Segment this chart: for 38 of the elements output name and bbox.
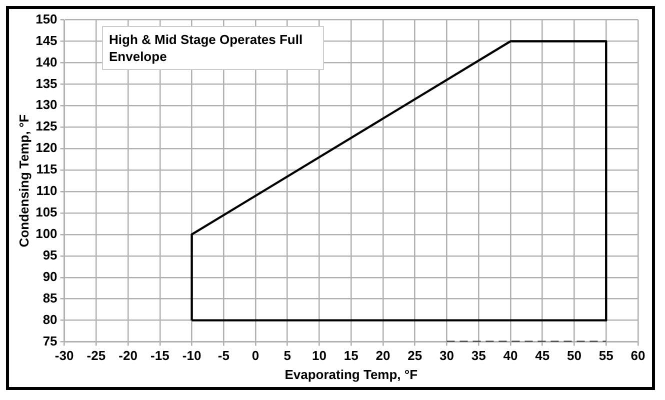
x-tick-label: 5 [284, 348, 292, 364]
x-tick-label: -25 [86, 348, 106, 364]
y-axis-title: Condensing Temp, °F [16, 114, 32, 248]
y-tick-label: 140 [36, 54, 58, 70]
x-tick-label: -15 [150, 348, 170, 364]
x-tick-label: 25 [408, 348, 422, 364]
annotation: High & Mid Stage Operates Full Envelope [109, 31, 304, 65]
x-axis-title: Evaporating Temp, °F [284, 366, 418, 382]
x-tick-label: -30 [54, 348, 74, 364]
y-tick-label: 125 [36, 118, 58, 134]
x-tick-label: 15 [344, 348, 358, 364]
y-tick-label: 145 [36, 32, 58, 48]
x-tick-label: 50 [567, 348, 582, 364]
x-tick-label: 10 [312, 348, 327, 364]
y-tick-label: 75 [42, 333, 58, 348]
x-tick-label: -5 [218, 348, 230, 364]
x-tick-label: 55 [598, 348, 614, 364]
y-tick-label: 90 [42, 268, 58, 284]
y-tick-label: 135 [36, 76, 58, 91]
x-tick-label: 35 [471, 348, 486, 364]
x-tick-label: 40 [503, 348, 518, 364]
x-tick-label: 45 [535, 348, 550, 364]
x-tick-label: 60 [630, 348, 646, 364]
y-tick-label: 130 [36, 97, 58, 112]
x-tick-label: -20 [118, 348, 138, 364]
y-tick-label: 110 [36, 183, 58, 198]
y-tick-label: 80 [42, 312, 58, 327]
y-tick-label: 95 [42, 248, 58, 263]
x-tick-label: 0 [252, 348, 260, 364]
y-tick-label: 150 [36, 11, 58, 26]
y-tick-label: 85 [42, 290, 58, 306]
x-tick-label: -10 [182, 348, 202, 364]
x-tick-label: 20 [376, 348, 390, 364]
x-tick-label: 30 [440, 348, 454, 364]
y-tick-label: 105 [36, 204, 58, 220]
y-tick-label: 100 [36, 226, 58, 242]
y-tick-label: 115 [36, 162, 58, 177]
y-tick-label: 120 [36, 140, 58, 156]
